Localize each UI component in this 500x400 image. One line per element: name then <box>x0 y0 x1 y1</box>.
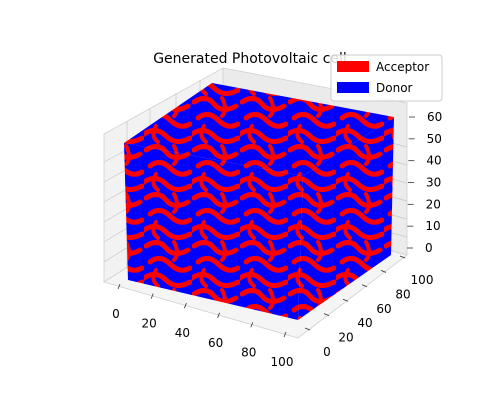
x-tick-label-2: 40 <box>175 326 190 340</box>
x-tick-label-4: 80 <box>241 345 256 359</box>
z-tick-label-4: 40 <box>426 154 441 168</box>
y-tick-mark-2 <box>342 298 349 302</box>
x-tick-mark-1 <box>150 293 154 299</box>
x-tick-mark-3 <box>217 312 220 318</box>
z-axis-ticks: 0 10 20 30 40 50 60 <box>407 110 442 255</box>
z-tick-label-2: 20 <box>426 197 441 211</box>
x-tick-mark-4 <box>250 322 254 328</box>
cube-top-face <box>124 83 394 176</box>
x-tick-mark-0 <box>117 283 121 290</box>
legend: Acceptor Donor <box>330 54 443 102</box>
z-tick-label-6: 60 <box>427 110 442 124</box>
legend-label-acceptor: Acceptor <box>376 60 429 74</box>
y-tick-label-4: 80 <box>395 287 410 301</box>
x-tick-label-5: 100 <box>271 355 294 369</box>
y-tick-label-1: 20 <box>338 331 353 345</box>
y-tick-label-0: 0 <box>323 345 331 359</box>
x-axis-ticks: 0 20 40 60 80 100 <box>112 283 294 369</box>
y-tick-mark-0 <box>304 327 311 331</box>
y-tick-label-2: 40 <box>357 316 372 330</box>
cube-left-face <box>124 143 303 320</box>
y-tick-mark-4 <box>380 270 387 273</box>
legend-swatch-acceptor <box>337 61 369 72</box>
x-tick-label-1: 20 <box>142 317 157 331</box>
z-tick-label-3: 30 <box>426 176 441 190</box>
y-tick-mark-1 <box>323 313 330 316</box>
voxel-cube <box>124 83 394 320</box>
z-tick-label-0: 0 <box>425 241 433 255</box>
legend-label-donor: Donor <box>376 81 413 95</box>
x-tick-label-3: 60 <box>208 336 223 350</box>
cube-right-face <box>298 117 394 320</box>
x-tick-label-0: 0 <box>112 307 120 321</box>
legend-swatch-donor <box>337 82 369 93</box>
z-tick-label-1: 10 <box>425 219 440 233</box>
y-tick-label-5: 100 <box>411 273 434 287</box>
z-tick-label-5: 50 <box>427 132 442 146</box>
y-tick-label-3: 60 <box>376 302 391 316</box>
x-tick-mark-2 <box>184 303 187 309</box>
chart-title: Generated Photovoltaic cell <box>153 51 347 67</box>
x-tick-mark-5 <box>283 331 287 338</box>
y-tick-mark-3 <box>361 284 368 288</box>
y-tick-mark-5 <box>399 255 406 259</box>
